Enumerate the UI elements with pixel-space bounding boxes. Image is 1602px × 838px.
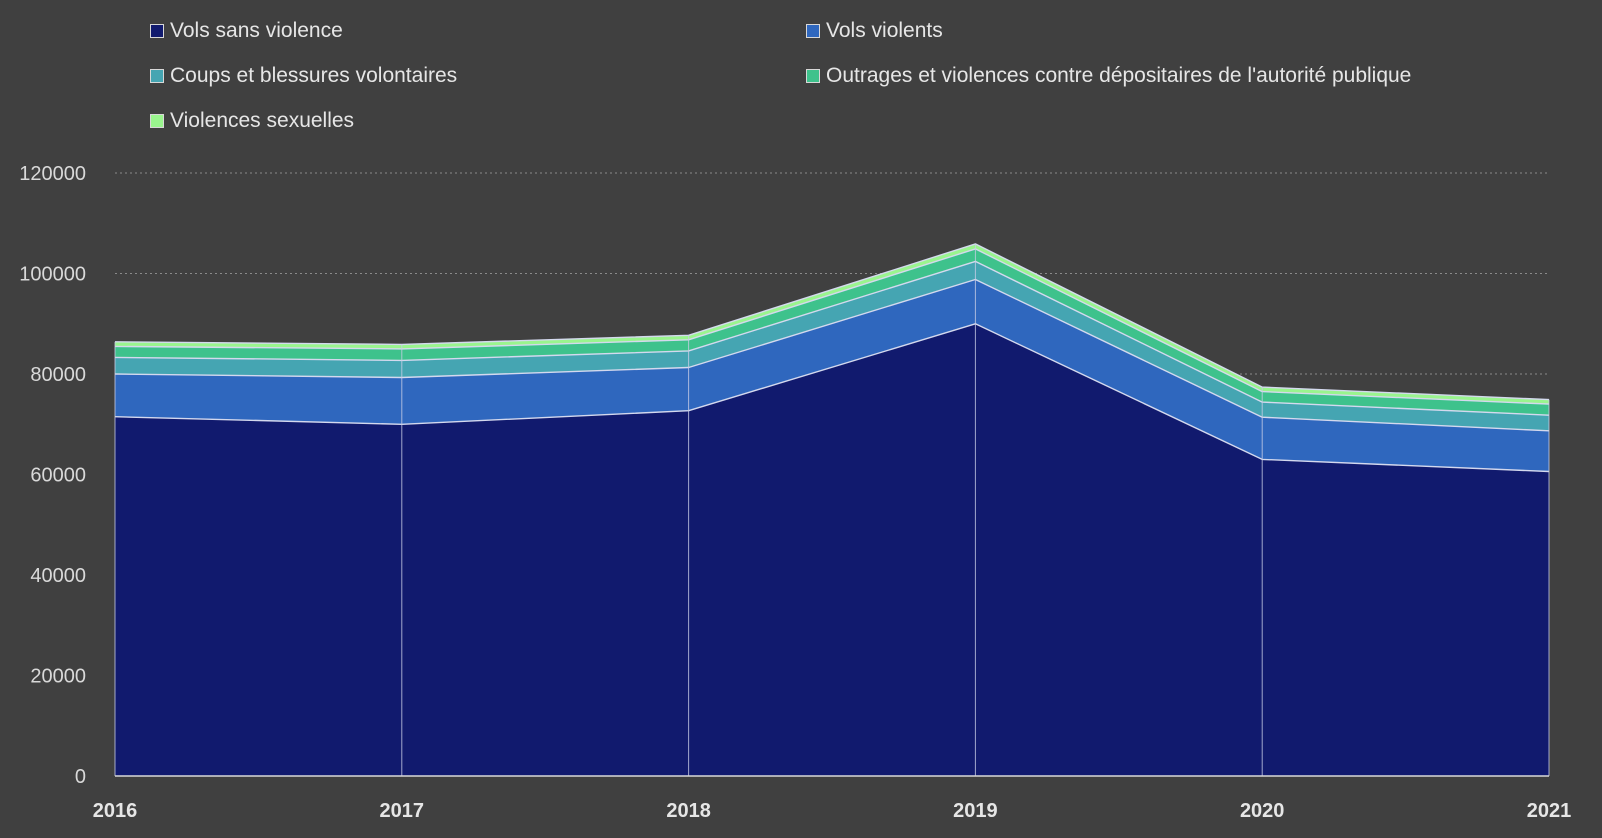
legend-label: Outrages et violences contre dépositaire… <box>826 64 1412 87</box>
x-tick-label: 2020 <box>1240 800 1285 822</box>
axes: 0 20000 40000 60000 80000 100000 120000 2016 201… <box>19 163 1571 822</box>
legend: Vols sans violence Vols violents Coups e… <box>150 18 1570 134</box>
y-tick-label: 20000 <box>30 666 86 688</box>
legend-label: Vols violents <box>826 19 943 42</box>
x-tick-label: 2016 <box>93 800 138 822</box>
legend-swatch <box>806 24 820 38</box>
legend-label: Vols sans violence <box>170 19 343 42</box>
legend-swatch <box>150 69 164 83</box>
y-tick-label: 80000 <box>30 364 86 386</box>
area-edge-coups-et-blessures-volontaires <box>114 260 1550 416</box>
y-tick-label: 0 <box>75 766 86 788</box>
legend-item-vols-violents: Vols violents <box>806 18 1506 44</box>
legend-item-outrages-et-violences: Outrages et violences contre dépositaire… <box>806 63 1506 89</box>
legend-item-violences-sexuelles: Violences sexuelles <box>150 108 806 134</box>
y-tick-label: 100000 <box>19 264 86 286</box>
legend-swatch <box>150 24 164 38</box>
area-outrages-et-violences-contre-depositaires-de-l-autorite-publique <box>115 248 1549 416</box>
legend-item-coups-et-blessures: Coups et blessures volontaires <box>150 63 806 89</box>
area-edge-vols-sans-violence <box>114 323 1550 473</box>
x-tick-label: 2021 <box>1527 800 1572 822</box>
legend-item-vols-sans-violence: Vols sans violence <box>150 18 806 44</box>
y-tick-label: 40000 <box>30 565 86 587</box>
area-vols-violents <box>115 279 1549 472</box>
legend-label: Violences sexuelles <box>170 109 355 132</box>
area-edge-violences-sexuelles <box>114 243 1550 401</box>
area-series <box>114 243 1550 776</box>
legend-swatch <box>150 114 164 128</box>
area-coups-et-blessures-volontaires <box>115 261 1549 431</box>
x-tick-label: 2019 <box>953 800 998 822</box>
category-lines <box>114 243 1550 776</box>
y-tick-label: 60000 <box>30 465 86 487</box>
legend-swatch <box>806 69 820 83</box>
y-tick-label: 120000 <box>19 163 86 185</box>
x-tick-label: 2017 <box>380 800 425 822</box>
legend-label: Coups et blessures volontaires <box>170 64 458 87</box>
area-edge-vols-violents <box>114 278 1550 432</box>
area-edge-outrages-et-violences-contre-depositaires-de-l-autorite-publique <box>114 248 1550 405</box>
area-vols-sans-violence <box>115 323 1549 776</box>
x-tick-label: 2018 <box>666 800 711 822</box>
